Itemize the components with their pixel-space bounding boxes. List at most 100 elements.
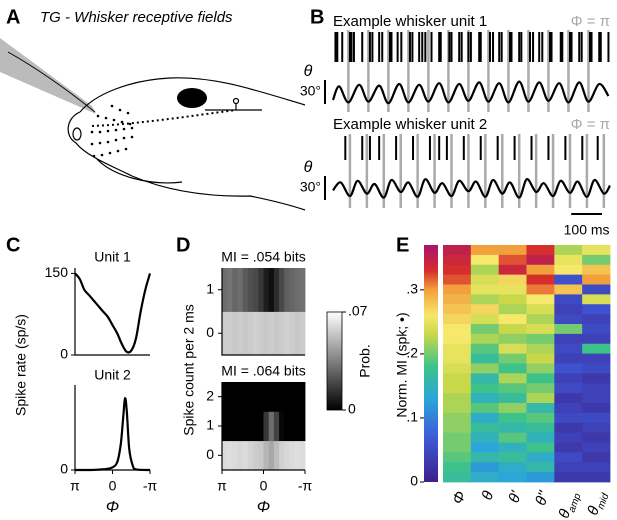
phase-legend: Φ = π — [571, 116, 610, 133]
mi-cell — [526, 264, 555, 276]
mi-cell — [470, 353, 500, 364]
mi-cell — [443, 472, 472, 483]
heat-cell — [268, 311, 275, 356]
mi-cell — [582, 324, 611, 335]
y-tick-label: 2 — [206, 387, 214, 403]
jaw-outline — [67, 111, 306, 211]
mi-cell — [470, 333, 500, 345]
heat-cell — [237, 311, 244, 356]
y-tick-label: 1 — [206, 280, 214, 296]
mi-cell — [554, 422, 583, 434]
heat-cell — [258, 411, 264, 442]
mi-cell — [498, 284, 527, 295]
heat-cell — [294, 268, 301, 312]
heat-cell — [289, 411, 296, 442]
y-label: θ — [304, 63, 313, 80]
plot-title: MI = .054 bits — [221, 249, 305, 265]
heat-cell — [273, 440, 280, 471]
mi-cell — [498, 314, 527, 325]
mi-cell — [443, 304, 472, 315]
axes — [74, 268, 150, 356]
mi-cell — [526, 393, 555, 404]
heat-cell — [284, 382, 290, 412]
heat-cell — [268, 411, 275, 442]
mi-cell — [443, 274, 472, 285]
mi-cell — [554, 403, 583, 414]
heat-cell — [242, 411, 249, 442]
column-symbol: Φ — [449, 489, 469, 507]
heat-cell — [273, 268, 280, 312]
mi-cell — [443, 422, 472, 434]
heat-cell — [268, 382, 275, 412]
mi-cell — [443, 452, 472, 463]
panel-label: A — [6, 6, 20, 28]
mi-cell — [470, 254, 500, 266]
colorbar-tick-label: 0 — [410, 473, 418, 489]
mi-cell — [443, 245, 472, 256]
mi-cell — [498, 274, 527, 285]
mi-cell — [443, 284, 472, 295]
y-label: Spike rate (sp/s) — [13, 314, 29, 416]
heat-cell — [279, 411, 285, 442]
mi-cell — [443, 314, 472, 325]
heat-cell — [284, 411, 290, 442]
y-tick-label: 0 — [60, 461, 68, 477]
heat-cell — [227, 382, 233, 412]
heat-cell — [222, 268, 228, 312]
colorbar-label: Prob. — [357, 344, 373, 377]
heat-cell — [227, 311, 233, 356]
mi-cell — [526, 294, 555, 305]
mi-cell — [582, 245, 611, 256]
rate-curve — [74, 272, 152, 354]
column-label: Φ — [449, 489, 469, 507]
heat-cell — [289, 268, 296, 312]
y-label: θ — [304, 159, 313, 176]
mi-cell — [526, 383, 555, 394]
heat-cell — [232, 268, 238, 312]
heat-cell — [232, 382, 238, 412]
mi-cell — [554, 393, 583, 404]
mi-cell — [582, 403, 611, 414]
mi-cell — [443, 343, 472, 355]
mi-cell — [470, 462, 500, 473]
mi-cell — [526, 472, 555, 483]
mi-cell — [582, 254, 611, 266]
mi-cell — [582, 472, 611, 483]
heat-cell — [247, 268, 254, 312]
mi-cell — [582, 383, 611, 394]
mi-cell — [470, 373, 500, 384]
mi-cell — [526, 353, 555, 364]
heat-cell — [227, 440, 233, 471]
nostril — [72, 127, 82, 141]
mi-cell — [526, 284, 555, 295]
trace-title: Example whisker unit 2 — [333, 116, 487, 133]
heat-cell — [273, 382, 280, 412]
chin-outline — [95, 157, 183, 184]
heat-cell — [237, 411, 244, 442]
mi-cell — [443, 353, 472, 364]
heat-cell — [242, 440, 249, 471]
mi-cell — [526, 314, 555, 325]
y-tick-label: 0 — [60, 346, 68, 362]
heat-cell — [242, 382, 249, 412]
mi-cell — [443, 462, 472, 473]
mi-cell — [526, 442, 555, 453]
mi-cell — [554, 245, 583, 256]
heat-cell — [273, 411, 280, 442]
mi-cell — [470, 472, 500, 483]
x-tick-label: π — [70, 478, 80, 494]
heat-cell — [279, 311, 285, 356]
mi-cell — [582, 373, 611, 384]
colorbar-tick-label: .2 — [406, 345, 418, 361]
heat-cell — [284, 268, 290, 312]
phase-legend: Φ = π — [571, 13, 610, 30]
whisker-pad-dots — [90, 104, 134, 158]
head-outline — [79, 77, 306, 113]
mi-cell — [470, 412, 500, 424]
mi-cell — [526, 403, 555, 414]
mi-cell — [526, 274, 555, 285]
mi-cell — [554, 462, 583, 473]
heat-cell — [279, 382, 285, 412]
heat-cell — [237, 440, 244, 471]
mi-cell — [443, 383, 472, 394]
